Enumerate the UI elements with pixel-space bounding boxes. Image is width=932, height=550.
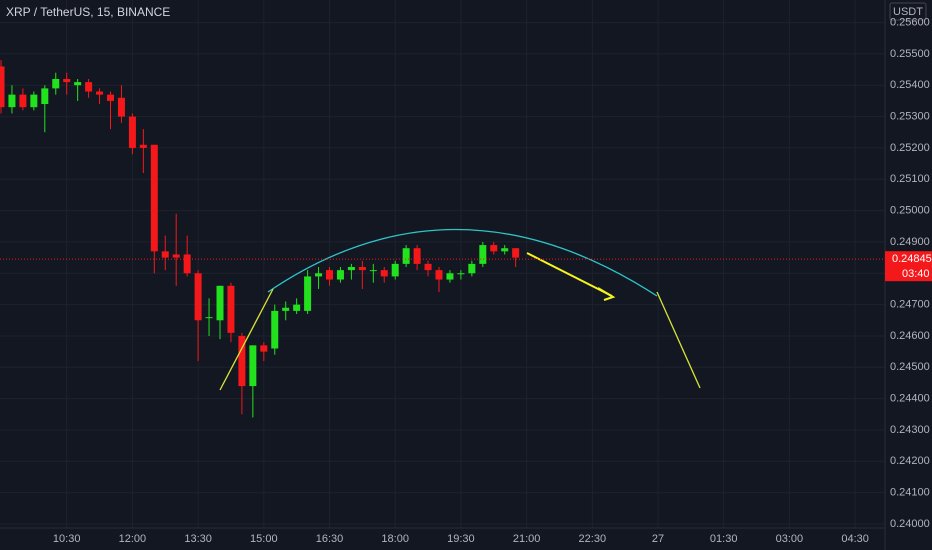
candle-body [52,78,60,89]
candle-body [41,88,49,105]
candle-body [501,248,509,252]
candle-body [457,273,465,275]
grid [0,0,885,528]
candle-body [336,270,344,280]
candle-body [150,144,158,252]
x-tick-label: 19:30 [447,533,475,545]
arc-drawing [267,228,658,297]
y-tick-label: 0.24400 [890,393,930,405]
candle-body [161,251,169,258]
candle-body [369,270,377,272]
candle-body [8,94,16,108]
countdown-label: 03:40 [902,268,930,280]
candle-body [128,116,136,148]
candle-body [380,270,388,277]
y-tick-label: 0.24900 [890,236,930,248]
candle-body [479,245,487,264]
x-tick-label: 16:30 [316,533,344,545]
candle-body [74,82,82,86]
candle-body [512,248,520,258]
x-tick-label: 18:00 [381,533,409,545]
candle-body [139,144,147,148]
candle-body [391,263,399,277]
candle-body [249,345,257,387]
candle-body [315,273,323,277]
y-tick-label: 0.24100 [890,487,930,499]
candle-body [304,276,312,311]
candle-body [19,94,27,108]
candle-body [490,245,498,252]
arrow-head [597,287,616,301]
candle-body [205,317,213,319]
x-tick-label: 01:30 [710,533,738,545]
last-price-box [885,251,932,282]
y-tick-label: 0.25600 [890,16,930,28]
y-tick-label: 0.24200 [890,455,930,467]
candle-body [282,307,290,311]
candle-body [446,273,454,280]
candle-body [347,267,355,271]
y-tick-label: 0.25200 [890,142,930,154]
x-tick-label: 13:30 [184,533,212,545]
candle-body [216,285,224,321]
x-tick-label: 15:00 [250,533,278,545]
chart-title: XRP / TetherUS, 15, BINANCE [6,5,170,19]
candle-body [468,263,476,274]
candle-body [424,263,432,271]
candle-body [435,270,443,280]
candle-body [117,97,125,117]
y-tick-label: 0.24500 [890,361,930,373]
candle-body [107,94,114,101]
y-tick-label: 0.24300 [890,424,930,436]
candle-body [227,285,235,333]
y-tick-label: 0.25000 [890,205,930,217]
x-tick-label: 10:30 [53,533,81,545]
x-tick-label: 22:30 [579,533,607,545]
y-tick-label: 0.25100 [890,173,930,185]
y-tick-label: 0.24700 [890,299,930,311]
candle-body [194,273,202,321]
y-tick-label: 0.25500 [890,48,930,60]
candle-body [0,66,5,108]
y-tick-label: 0.25300 [890,110,930,122]
candle-body [293,304,301,311]
candles [0,60,520,418]
x-tick-label: 21:00 [513,533,541,545]
candle-body [402,248,410,264]
x-tick-label: 12:00 [119,533,147,545]
candle-body [260,345,268,352]
candle-body [326,270,333,280]
trend-line [219,288,274,391]
candle-body [30,94,38,108]
y-tick-label: 0.24000 [890,518,930,530]
x-tick-label: 04:30 [841,533,869,545]
last-price-label: 0.24845 [892,253,932,265]
trend-line [656,291,701,389]
x-tick-label: 03:00 [776,533,804,545]
y-tick-label: 0.24600 [890,330,930,342]
candle-body [238,335,246,387]
candle-body [271,310,279,349]
currency-box [889,2,927,21]
candle-body [413,248,421,264]
currency-label: USDT [893,6,923,18]
candle-body [172,254,180,258]
x-tick-label: 27 [652,533,664,545]
candle-body [183,254,191,274]
candle-body [358,267,366,271]
candle-body [63,78,71,83]
y-tick-label: 0.25400 [890,79,930,91]
candle-body [96,91,104,95]
candle-body [85,82,93,92]
